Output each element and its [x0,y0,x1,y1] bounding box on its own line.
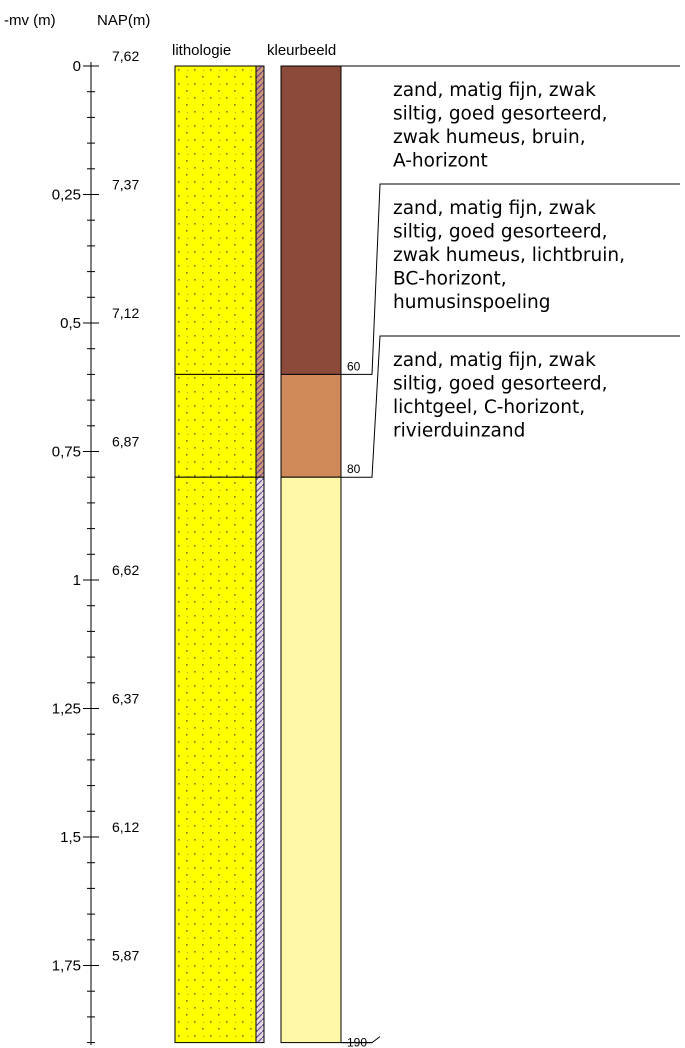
depth-tick-label: 1 [73,572,81,589]
lithology-strip [255,476,265,1044]
layer-descriptions: zand, matig fijn, zwak siltig, goed gesor… [393,80,625,442]
boundary-depth-label: 80 [347,462,361,476]
depth-tick-label: 0 [73,58,81,75]
depth-axis-ticks [83,65,99,1044]
nap-axis-header: NAP(m) [97,12,150,29]
nap-tick-label: 6,12 [112,819,139,835]
layer-description: zand, matig fijn, zwak siltig, goed gesor… [393,198,625,313]
boundary-depth-label: 60 [347,359,361,373]
depth-axis-labels: 0 7,62 0,25 7,37 0,5 7,12 0,75 6,87 1 6,62 1,25 6,3… [52,48,140,975]
color-column-header: kleurbeeld [267,42,336,59]
layer-description: zand, matig fijn, zwak siltig, goed gesor… [393,350,608,442]
leader-line [341,335,680,478]
layer-description: zand, matig fijn, zwak siltig, goed gesor… [393,80,608,172]
lithology-column [174,65,265,1044]
nap-tick-label: 7,62 [112,48,139,64]
depth-tick-label: 0,75 [52,444,81,461]
nap-tick-label: 6,37 [112,691,139,707]
color-layer [280,373,342,478]
color-column: 60 80 190 [280,65,367,1048]
depth-tick-label: 0,25 [52,187,81,204]
lithology-strip [255,65,265,375]
nap-tick-label: 6,87 [112,434,139,450]
depth-tick-label: 1,25 [52,701,81,718]
leader-line [341,183,680,375]
lithology-layer [174,373,257,478]
depth-tick-label: 1,5 [60,829,81,846]
nap-tick-label: 7,12 [112,305,139,321]
boundary-depth-label: 190 [347,1036,367,1048]
lithology-layer [174,65,257,375]
nap-tick-label: 7,37 [112,177,139,193]
depth-axis-header: -mv (m) [4,12,56,29]
description-leaders [341,65,680,1044]
depth-tick-label: 0,5 [60,315,81,332]
nap-tick-label: 6,62 [112,562,139,578]
color-layer [280,476,342,1044]
depth-tick-label: 1,75 [52,958,81,975]
lithology-strip [255,373,265,478]
nap-tick-label: 5,87 [112,948,139,964]
lithology-layer [174,476,257,1044]
color-layer [280,65,342,375]
lithology-column-header: lithologie [172,42,231,59]
